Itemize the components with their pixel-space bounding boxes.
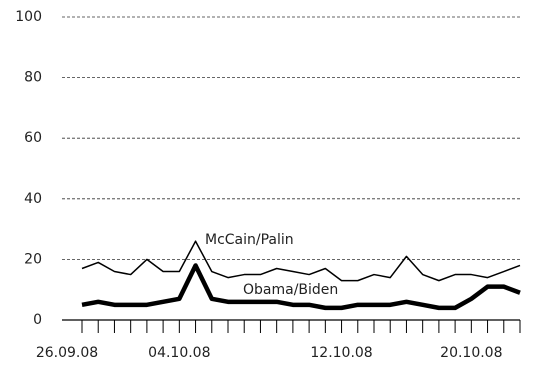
y-tick-label: 100	[15, 9, 42, 25]
x-tick-label: 12.10.08	[310, 345, 372, 361]
x-tick-label: 04.10.08	[148, 345, 210, 361]
x-tick-label: 26.09.08	[36, 345, 98, 361]
y-tick-label: 20	[24, 251, 42, 267]
series-label: Obama/Biden	[243, 282, 338, 298]
y-tick-label: 0	[33, 312, 42, 328]
y-tick-label: 80	[24, 70, 42, 86]
x-tick-label: 20.10.08	[440, 345, 502, 361]
y-tick-label: 60	[24, 130, 42, 146]
line-series	[81, 240, 521, 282]
y-tick-label: 40	[24, 191, 42, 207]
series-label: McCain/Palin	[205, 232, 294, 248]
line-series	[81, 263, 521, 311]
